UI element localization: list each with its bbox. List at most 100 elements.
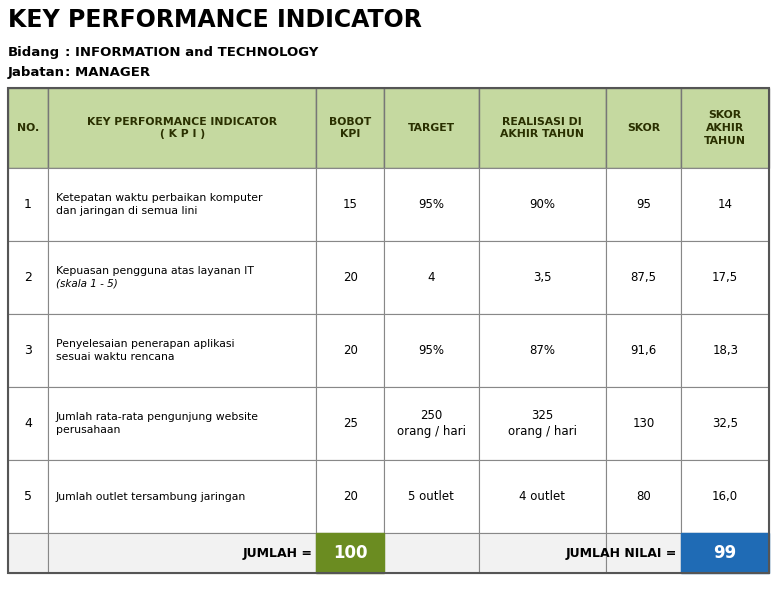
Bar [48,88,316,168]
Bar [384,314,479,387]
Text: 3,5: 3,5 [533,271,552,284]
Text: 3: 3 [24,344,32,357]
Bar [681,533,769,573]
Text: 14: 14 [718,198,733,211]
Bar [479,533,606,573]
Text: KEY PERFORMANCE INDICATOR
( K P I ): KEY PERFORMANCE INDICATOR ( K P I ) [87,116,277,139]
Text: Bidang: Bidang [8,46,60,59]
Bar [384,533,479,573]
Bar [606,387,681,460]
Bar [8,88,769,573]
Text: 95%: 95% [418,344,444,357]
Text: 4: 4 [24,417,32,430]
Text: 87%: 87% [529,344,556,357]
Bar [384,460,479,533]
Text: : INFORMATION and TECHNOLOGY: : INFORMATION and TECHNOLOGY [65,46,319,59]
Bar [384,387,479,460]
Text: 25: 25 [343,417,357,430]
Text: 250
orang / hari: 250 orang / hari [397,409,465,439]
Bar [48,460,316,533]
Bar [316,533,384,573]
Bar [606,533,681,573]
Text: REALISASI DI
AKHIR TAHUN: REALISASI DI AKHIR TAHUN [500,116,584,139]
Text: sesuai waktu rencana: sesuai waktu rencana [56,352,174,362]
Text: 20: 20 [343,490,357,503]
Text: : MANAGER: : MANAGER [65,66,150,79]
Bar [681,241,769,314]
Text: NO.: NO. [17,123,39,133]
Bar [316,241,384,314]
Bar [48,533,316,573]
Bar [606,460,681,533]
Bar [8,88,48,168]
Text: 325
orang / hari: 325 orang / hari [507,409,577,439]
Bar [479,168,606,241]
Bar [8,241,48,314]
Bar [606,314,681,387]
Text: 20: 20 [343,344,357,357]
Bar [479,387,606,460]
Text: 4 outlet: 4 outlet [519,490,565,503]
Text: TARGET: TARGET [408,123,455,133]
Bar [316,88,384,168]
Text: perusahaan: perusahaan [56,425,120,435]
Bar [48,387,316,460]
Bar [8,314,48,387]
Bar [681,168,769,241]
Bar [316,460,384,533]
Text: 17,5: 17,5 [713,271,738,284]
Text: 5: 5 [24,490,32,503]
Text: 16,0: 16,0 [713,490,738,503]
Text: 2: 2 [24,271,32,284]
Text: 100: 100 [333,544,368,562]
Bar [8,387,48,460]
Bar [384,88,479,168]
Bar [48,241,316,314]
Text: SKOR
AKHIR
TAHUN: SKOR AKHIR TAHUN [704,110,746,146]
Bar [316,387,384,460]
Text: Penyelesaian penerapan aplikasi: Penyelesaian penerapan aplikasi [56,339,235,349]
Text: KEY PERFORMANCE INDICATOR: KEY PERFORMANCE INDICATOR [8,8,422,32]
Text: 87,5: 87,5 [631,271,657,284]
Bar [681,460,769,533]
Bar [8,460,48,533]
Bar [48,314,316,387]
Bar [606,88,681,168]
Bar [384,241,479,314]
Text: Kepuasan pengguna atas layanan IT: Kepuasan pengguna atas layanan IT [56,266,253,276]
Bar [479,88,606,168]
Text: 20: 20 [343,271,357,284]
Bar [681,88,769,168]
Bar [316,533,384,573]
Text: 95: 95 [636,198,651,211]
Bar [479,460,606,533]
Text: JUMLAH =: JUMLAH = [242,547,312,560]
Text: dan jaringan di semua lini: dan jaringan di semua lini [56,206,197,216]
Bar [681,533,769,573]
Text: Jumlah rata-rata pengunjung website: Jumlah rata-rata pengunjung website [56,412,259,422]
Text: SKOR: SKOR [627,123,660,133]
Text: 1: 1 [24,198,32,211]
Text: 80: 80 [636,490,651,503]
Bar [479,314,606,387]
Text: 130: 130 [632,417,655,430]
Bar [606,168,681,241]
Text: 95%: 95% [418,198,444,211]
Text: 5 outlet: 5 outlet [409,490,455,503]
Text: Ketepatan waktu perbaikan komputer: Ketepatan waktu perbaikan komputer [56,193,263,203]
Bar [384,168,479,241]
Bar [479,241,606,314]
Text: JUMLAH NILAI =: JUMLAH NILAI = [566,547,678,560]
Text: 99: 99 [713,544,737,562]
Bar [8,533,48,573]
Bar [681,314,769,387]
Text: 32,5: 32,5 [713,417,738,430]
Text: 15: 15 [343,198,357,211]
Text: 91,6: 91,6 [630,344,657,357]
Text: (skala 1 - 5): (skala 1 - 5) [56,279,117,289]
Bar [48,168,316,241]
Bar [316,314,384,387]
Bar [316,168,384,241]
Bar [606,241,681,314]
Text: Jumlah outlet tersambung jaringan: Jumlah outlet tersambung jaringan [56,492,246,502]
